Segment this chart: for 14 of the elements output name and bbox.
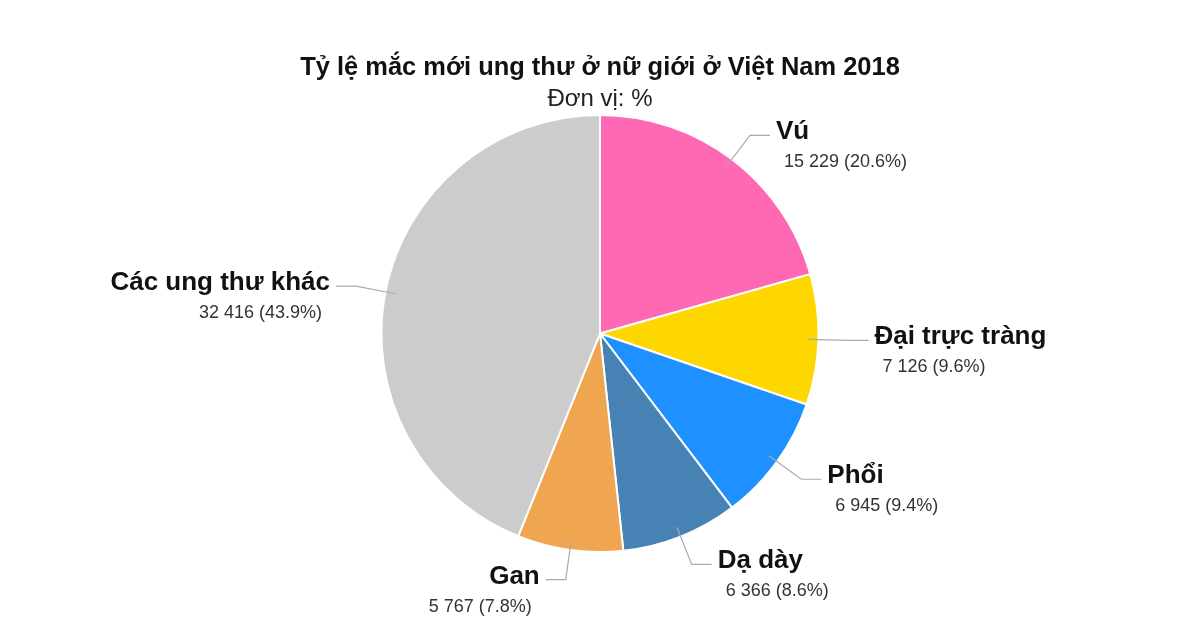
slice-label: Dạ dày: [717, 544, 804, 575]
slice-label: Các ung thư khác: [110, 266, 331, 297]
data-label: 6 945 (9.4%): [835, 495, 939, 516]
slice-label: Đại trực tràng: [874, 320, 1047, 351]
slice-label: Phổi: [827, 459, 884, 490]
data-label: 7 126 (9.6%): [882, 356, 986, 377]
data-label: 15 229 (20.6%): [783, 151, 908, 172]
data-label: 5 767 (7.8%): [428, 595, 532, 616]
data-label: 6 366 (8.6%): [725, 580, 829, 601]
chart-subtitle: Đơn vị: %: [547, 84, 653, 112]
slice-label: Gan: [489, 559, 540, 590]
data-label: 32 416 (43.9%): [198, 302, 323, 323]
chart-title: Tỷ lệ mắc mới ung thư ở nữ giới ở Việt Nam 2018: [300, 50, 900, 80]
slice-label: Vú: [775, 115, 810, 146]
